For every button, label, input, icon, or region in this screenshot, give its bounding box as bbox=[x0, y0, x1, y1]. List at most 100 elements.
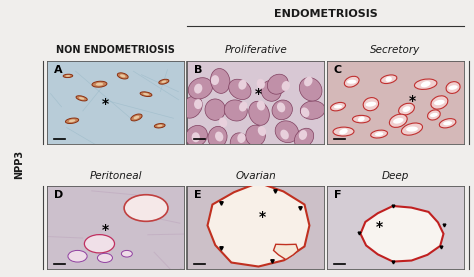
Ellipse shape bbox=[333, 127, 354, 136]
Ellipse shape bbox=[375, 132, 383, 136]
Text: B: B bbox=[194, 65, 202, 75]
Ellipse shape bbox=[131, 114, 142, 121]
Ellipse shape bbox=[277, 102, 285, 112]
Ellipse shape bbox=[191, 132, 200, 142]
Ellipse shape bbox=[219, 117, 227, 127]
Ellipse shape bbox=[157, 125, 163, 127]
Ellipse shape bbox=[381, 75, 397, 84]
Ellipse shape bbox=[211, 75, 219, 85]
Ellipse shape bbox=[272, 100, 292, 120]
Ellipse shape bbox=[224, 100, 247, 121]
Ellipse shape bbox=[430, 113, 438, 117]
Ellipse shape bbox=[230, 133, 250, 157]
Ellipse shape bbox=[238, 80, 246, 90]
Ellipse shape bbox=[63, 74, 73, 78]
Ellipse shape bbox=[120, 74, 126, 78]
Ellipse shape bbox=[256, 79, 265, 89]
Ellipse shape bbox=[401, 123, 422, 135]
Ellipse shape bbox=[249, 101, 269, 125]
Ellipse shape bbox=[365, 102, 376, 107]
Ellipse shape bbox=[185, 125, 208, 147]
Ellipse shape bbox=[344, 76, 359, 87]
Ellipse shape bbox=[304, 76, 312, 86]
Ellipse shape bbox=[96, 83, 103, 86]
Ellipse shape bbox=[228, 79, 251, 99]
Ellipse shape bbox=[155, 124, 165, 128]
Text: NPP3: NPP3 bbox=[14, 150, 24, 179]
Ellipse shape bbox=[182, 96, 202, 118]
Ellipse shape bbox=[446, 82, 460, 93]
Ellipse shape bbox=[294, 128, 314, 148]
Ellipse shape bbox=[330, 102, 346, 111]
Ellipse shape bbox=[237, 133, 246, 143]
Text: *: * bbox=[255, 87, 262, 101]
Ellipse shape bbox=[118, 73, 128, 79]
Text: ENDOMETRIOSIS: ENDOMETRIOSIS bbox=[274, 9, 377, 19]
Ellipse shape bbox=[448, 85, 458, 90]
Ellipse shape bbox=[76, 96, 87, 101]
Circle shape bbox=[124, 195, 168, 221]
Ellipse shape bbox=[79, 97, 84, 100]
Text: *: * bbox=[101, 224, 109, 237]
Ellipse shape bbox=[347, 80, 356, 84]
Ellipse shape bbox=[282, 81, 290, 91]
Ellipse shape bbox=[143, 93, 149, 95]
Ellipse shape bbox=[439, 119, 456, 128]
Ellipse shape bbox=[300, 78, 322, 101]
Ellipse shape bbox=[421, 81, 430, 87]
Ellipse shape bbox=[339, 129, 348, 135]
Text: Ovarian: Ovarian bbox=[236, 171, 276, 181]
Ellipse shape bbox=[275, 121, 299, 143]
Ellipse shape bbox=[215, 132, 223, 142]
Ellipse shape bbox=[65, 118, 79, 124]
Ellipse shape bbox=[140, 92, 152, 96]
Ellipse shape bbox=[358, 117, 365, 122]
Ellipse shape bbox=[188, 78, 212, 99]
Text: Secretory: Secretory bbox=[370, 45, 421, 55]
Ellipse shape bbox=[299, 130, 307, 140]
Polygon shape bbox=[361, 206, 444, 261]
Text: A: A bbox=[54, 65, 63, 75]
Ellipse shape bbox=[210, 68, 230, 93]
Circle shape bbox=[68, 250, 87, 262]
Ellipse shape bbox=[371, 130, 388, 138]
Ellipse shape bbox=[389, 114, 407, 127]
Text: *: * bbox=[101, 97, 109, 111]
Ellipse shape bbox=[385, 76, 392, 82]
Circle shape bbox=[121, 250, 132, 257]
Ellipse shape bbox=[194, 99, 202, 109]
Text: Proliferative: Proliferative bbox=[224, 45, 287, 55]
Ellipse shape bbox=[393, 118, 403, 124]
Ellipse shape bbox=[443, 121, 452, 125]
Ellipse shape bbox=[406, 127, 418, 132]
Ellipse shape bbox=[402, 106, 410, 112]
Ellipse shape bbox=[353, 116, 370, 123]
Text: NON ENDOMETRIOSIS: NON ENDOMETRIOSIS bbox=[56, 45, 175, 55]
Ellipse shape bbox=[414, 79, 437, 89]
Ellipse shape bbox=[334, 105, 342, 109]
Ellipse shape bbox=[159, 79, 169, 84]
Ellipse shape bbox=[194, 84, 202, 94]
Ellipse shape bbox=[363, 98, 379, 111]
Ellipse shape bbox=[69, 119, 75, 122]
Text: Deep: Deep bbox=[382, 171, 409, 181]
Ellipse shape bbox=[301, 107, 310, 117]
Text: C: C bbox=[334, 65, 342, 75]
Ellipse shape bbox=[300, 101, 325, 119]
Ellipse shape bbox=[261, 80, 282, 101]
Circle shape bbox=[84, 235, 115, 253]
Ellipse shape bbox=[258, 126, 266, 136]
Text: F: F bbox=[334, 190, 341, 200]
Circle shape bbox=[97, 253, 112, 263]
Ellipse shape bbox=[134, 116, 139, 119]
Ellipse shape bbox=[428, 110, 440, 120]
Text: E: E bbox=[194, 190, 202, 200]
Ellipse shape bbox=[239, 102, 247, 112]
Ellipse shape bbox=[257, 101, 265, 111]
Ellipse shape bbox=[431, 96, 448, 109]
Polygon shape bbox=[208, 183, 310, 266]
Text: *: * bbox=[259, 210, 266, 224]
Text: Peritoneal: Peritoneal bbox=[90, 171, 142, 181]
Ellipse shape bbox=[267, 74, 288, 94]
Text: *: * bbox=[409, 94, 416, 108]
